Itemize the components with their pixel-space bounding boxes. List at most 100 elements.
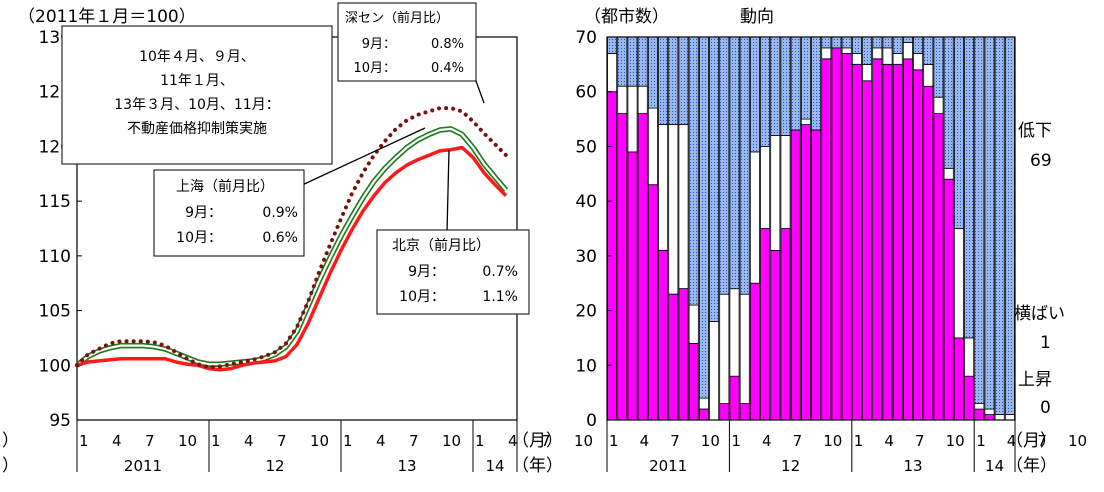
shanghai-row-2-label: 10月： [176, 230, 222, 246]
legend-up-label: 上昇 [1018, 370, 1052, 390]
left-x-tick-label: 4 [376, 432, 386, 450]
left-x-tick-label: 7 [277, 432, 287, 450]
bar-segment-flat [709, 321, 720, 421]
right-x-tick-label: 1 [854, 432, 864, 450]
bar-segment-up [647, 184, 658, 421]
series-line-beijing [76, 145, 508, 372]
bar-segment-down [627, 36, 638, 87]
legend-flat-value: 1 [1040, 333, 1051, 353]
shenzhen-row-2-label: 10月： [353, 61, 396, 76]
left-x-tick-label: 1 [79, 432, 89, 450]
right-year-label: 14 [985, 457, 1004, 475]
right-x-tick-label: 4 [762, 432, 772, 450]
left-x-tick-label: 10 [442, 432, 461, 450]
left-unit-label: （2011年１月＝100） [18, 7, 196, 27]
bar-segment-down [637, 36, 648, 87]
right-year-unit: （年） [1006, 456, 1057, 476]
bar-segment-flat [964, 337, 975, 377]
bar-segment-up [882, 64, 893, 421]
bar-segment-down [964, 36, 975, 339]
bar-segment-down [678, 36, 689, 125]
bar-segment-flat [841, 47, 852, 54]
bar-segment-flat [607, 53, 618, 93]
bar-segment-flat [882, 47, 893, 65]
bar-segment-up [617, 113, 628, 421]
left-x-tick-label: 1 [343, 432, 353, 450]
bar-segment-flat [862, 64, 873, 82]
bar-segment-down [862, 36, 873, 65]
left-x-tick-label: 4 [508, 432, 518, 450]
right-y-tick-label: 10 [575, 356, 597, 376]
left-x-tick-label: 10 [574, 432, 593, 450]
bar-segment-up [698, 408, 709, 421]
left-x-tick-label: 7 [409, 432, 419, 450]
right-y-tick-label: 40 [575, 192, 597, 212]
bar-segment-down [831, 36, 842, 49]
shenzhen-row-2-value: 0.4% [431, 61, 464, 76]
left-x-tick-label: 10 [310, 432, 329, 450]
bar-segment-down [719, 36, 730, 295]
bar-segment-up [770, 249, 781, 421]
bar-segment-flat [719, 293, 730, 405]
bar-segment-down [974, 36, 985, 405]
bar-segment-flat [780, 135, 791, 229]
bar-segment-down [953, 36, 964, 229]
bar-segment-up [913, 69, 924, 421]
bar-segment-flat [668, 124, 679, 295]
bar-segment-down [790, 36, 801, 131]
bar-segment-flat [739, 293, 750, 405]
bar-segment-up [800, 124, 811, 421]
right-x-tick-label: 4 [640, 432, 650, 450]
legend-down-value: 69 [1030, 151, 1052, 171]
shenzhen-row-1-label: 9月： [362, 37, 396, 52]
bar-segment-flat [1004, 414, 1015, 421]
legend-down-label: 低下 [1018, 121, 1052, 141]
bar-segment-up [851, 64, 862, 421]
right-x-tick-label: 4 [884, 432, 894, 450]
left-year-label: 12 [265, 457, 284, 475]
bar-segment-down [800, 36, 811, 120]
right-x-tick-label: 1 [976, 432, 986, 450]
bar-segment-up [841, 53, 852, 421]
right-chart-title: 動向 [740, 7, 774, 27]
bar-segment-flat [943, 167, 954, 180]
bar-segment-flat [749, 151, 760, 284]
right-x-tick-label: 7 [1037, 432, 1047, 450]
bar-segment-flat [953, 228, 964, 339]
bar-segment-up [862, 80, 873, 421]
right-x-tick-label: 1 [731, 432, 741, 450]
left-x-tick-label: 4 [112, 432, 122, 450]
bar-segment-up [923, 85, 934, 421]
bar-segment-up [964, 375, 975, 421]
right-y-tick-label: 50 [575, 137, 597, 157]
right-y-tick-label: 0 [586, 411, 597, 431]
left-year-unit: （年） [512, 456, 563, 476]
shenzhen-callout: 深セン（前月比） 9月： 0.8% 10月： 0.4% [337, 2, 485, 104]
left-year-label: 14 [485, 457, 504, 475]
left-y-tick-label: 115 [39, 192, 71, 212]
right-unit-label: （都市数） [584, 7, 669, 27]
bar-segment-down [933, 36, 944, 98]
left-year-label: 13 [397, 457, 416, 475]
bar-segment-down [698, 36, 709, 399]
bar-segment-up [811, 129, 822, 421]
bar-segment-down [617, 36, 628, 87]
left-x-tick-label: 1 [211, 432, 221, 450]
left-year-label: 2011 [124, 457, 162, 475]
shanghai-row-1-value: 0.9% [262, 205, 298, 221]
beijing-callout: 北京（前月比） 9月： 0.7% 10月： 1.1% [376, 149, 530, 315]
right-x-tick-label: 7 [670, 432, 680, 450]
bar-segment-down [882, 36, 893, 49]
right-x-tick-label: 10 [1068, 432, 1087, 450]
left-x-tick-label: 4 [244, 432, 254, 450]
left-x-tick-label: 7 [541, 432, 551, 450]
bar-segment-up [780, 228, 791, 421]
bar-segment-down [994, 36, 1005, 415]
right-year-label: 2011 [649, 457, 687, 475]
shenzhen-row-1-value: 0.8% [431, 37, 464, 52]
policy-note-line-3: 13年３月、10月、11月： [114, 97, 279, 113]
bar-segment-flat [902, 42, 913, 60]
